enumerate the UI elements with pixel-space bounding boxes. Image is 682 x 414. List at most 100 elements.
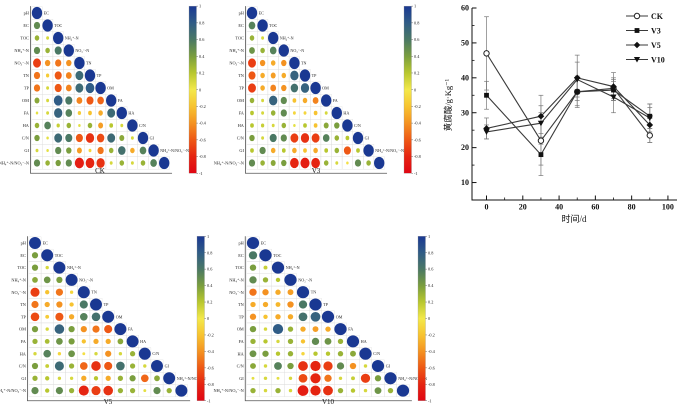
row-label: FA — [21, 339, 27, 344]
corr-dot — [303, 148, 307, 153]
colorbar-tick: -1 — [414, 171, 418, 176]
diag-label: NH₄⁺-N/NO₃⁻-N — [177, 376, 206, 381]
corr-dot — [93, 376, 99, 381]
corr-dot — [270, 60, 276, 66]
corr-dot — [116, 361, 125, 371]
corr-dot — [350, 350, 356, 357]
corr-dot — [262, 277, 269, 283]
corr-dot — [298, 361, 308, 371]
corr-dot — [53, 31, 64, 45]
corr-dot — [140, 160, 146, 166]
diag-label: C/N — [152, 351, 159, 356]
row-label: TP — [239, 314, 245, 319]
y-axis-label: 黄腐酸/g·Kg⁻¹ — [443, 78, 453, 132]
corr-dot — [303, 111, 307, 115]
corr-dot — [65, 159, 72, 167]
corr-dot — [263, 265, 268, 270]
corr-dot — [310, 360, 321, 372]
errorbars-V5 — [484, 54, 653, 143]
row-label: TP — [21, 314, 27, 319]
corr-dot — [81, 375, 87, 381]
corr-dot — [287, 301, 294, 308]
corr-dot — [69, 302, 74, 307]
corr-dot — [311, 157, 320, 169]
corr-dot — [290, 133, 299, 143]
colorbar-tick: 0.6 — [207, 267, 213, 272]
corr-dot — [248, 71, 256, 80]
corr-dot — [292, 98, 297, 103]
corr-dot — [107, 133, 116, 143]
row-label: NH₄⁺-N — [14, 48, 29, 53]
corr-dot — [94, 352, 98, 356]
corr-dot — [321, 310, 335, 323]
corr-dot — [360, 373, 371, 383]
corr-dot — [54, 324, 65, 334]
diag-label: TN — [301, 61, 307, 66]
corr-dot — [300, 326, 306, 332]
corr-dot — [65, 96, 73, 105]
corr-dot — [275, 387, 281, 394]
diag-label: HA — [361, 339, 367, 344]
row-label: pH — [239, 11, 244, 16]
corr-dot — [322, 134, 330, 142]
corr-dot — [334, 122, 340, 129]
corr-dot — [34, 35, 40, 41]
diag-label: EC — [259, 11, 265, 16]
row-label: GI — [21, 376, 26, 381]
diag-label: NH₄⁺-N/NO₃⁻-N — [375, 148, 404, 153]
corr-dot — [263, 314, 268, 319]
corr-dot — [334, 323, 347, 336]
corr-dot — [119, 135, 125, 141]
row-label: OM — [19, 327, 26, 332]
x-tick-label: 100 — [662, 203, 674, 212]
legend-label: V10 — [651, 55, 665, 64]
row-label: NH₄⁺-N — [229, 278, 244, 283]
corr-dot — [263, 376, 268, 380]
colorbar-tick: -1 — [207, 398, 211, 403]
corr-dot — [366, 160, 371, 166]
corr-dot — [324, 148, 329, 153]
corr-dot — [32, 338, 38, 345]
corr-dot — [292, 147, 297, 154]
corr-dot — [250, 301, 256, 308]
corr-dot — [337, 338, 344, 345]
diag-label: FA — [333, 98, 338, 103]
corr-dot — [45, 160, 50, 166]
x-tick-label: 0 — [485, 203, 489, 212]
colorbar: 1 0.8 0.6 0.4 0.2 0 -0.2 -0.4 -0.6 -0.8 -1 — [188, 4, 207, 176]
corr-dot — [335, 161, 339, 165]
corr-dot — [270, 110, 276, 116]
corr-dot — [290, 157, 299, 169]
corr-dot — [33, 21, 41, 30]
corr-dot — [44, 59, 51, 67]
errorbars-CK — [484, 16, 653, 176]
corr-dot — [129, 387, 136, 394]
diag-label: TOC — [269, 23, 277, 28]
corr-dot — [384, 372, 397, 385]
diag-label: FA — [348, 327, 353, 332]
corr-dot — [324, 374, 332, 382]
row-label: NO₃⁻-N — [229, 61, 244, 66]
diag-label: TP — [312, 73, 318, 78]
corr-dot — [263, 388, 268, 393]
row-label: HA — [20, 351, 27, 356]
corr-dot — [140, 374, 149, 383]
corr-dot — [102, 310, 115, 323]
corr-dot — [66, 147, 72, 154]
corr-dot — [68, 387, 75, 394]
corr-dot — [249, 47, 255, 54]
colorbar-tick: 0.2 — [199, 71, 204, 76]
colorbar-tick: 0.8 — [199, 20, 204, 25]
corr-dot — [45, 290, 50, 295]
corr-dot — [354, 159, 362, 167]
row-label: HA — [238, 351, 245, 356]
corr-dot — [87, 122, 93, 129]
row-label: TN — [23, 73, 29, 78]
corr-dot — [44, 338, 50, 344]
corr-dot — [287, 351, 294, 357]
corr-dot — [33, 352, 37, 356]
corr-dot — [31, 252, 39, 259]
diag-label: TP — [323, 302, 329, 307]
corr-dot — [55, 59, 62, 67]
